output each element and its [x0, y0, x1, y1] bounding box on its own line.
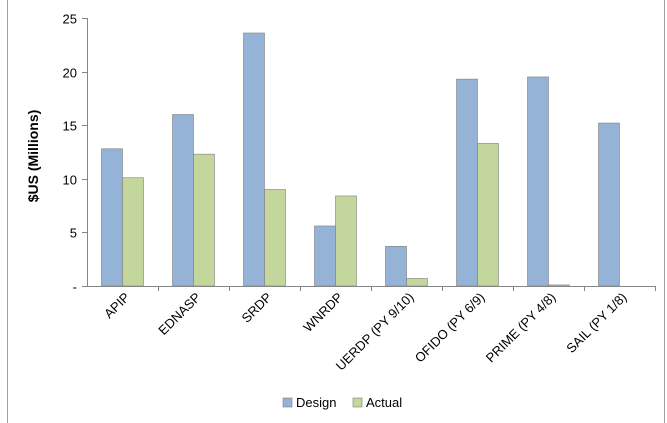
bar-actual-5 [477, 143, 499, 287]
y-tick-label: 15 [63, 119, 77, 134]
legend-label-design: Design [296, 395, 336, 410]
bar-actual-6 [548, 284, 570, 287]
x-tick-label: WNRDP [300, 290, 345, 335]
y-tick-label: - [73, 280, 77, 295]
legend-swatch-design [282, 397, 293, 408]
x-tick-label: EDNASP [155, 290, 203, 338]
y-tick-label: 10 [63, 173, 77, 188]
bar-design-3 [314, 225, 336, 287]
x-tick-label: PRIME (PY 4/8) [483, 290, 559, 366]
bar-design-2 [243, 32, 265, 287]
bar-actual-0 [122, 177, 144, 287]
bar-actual-2 [264, 189, 286, 287]
y-axis-ticks: - 5 10 15 20 25 [63, 12, 87, 295]
bar-actual-1 [193, 153, 215, 287]
y-tick-label: 20 [63, 66, 77, 81]
bar-design-7 [598, 122, 620, 287]
legend: Design Actual [282, 395, 402, 410]
y-axis-title: $US (Millions) [25, 110, 41, 203]
bar-design-6 [527, 76, 549, 287]
x-tick-label: SRDP [238, 290, 274, 326]
x-tick-label: APIP [101, 290, 133, 322]
legend-label-actual: Actual [366, 395, 402, 410]
bar-design-1 [172, 114, 194, 287]
bar-design-5 [456, 78, 478, 287]
legend-swatch-actual [352, 397, 363, 408]
bar-design-0 [101, 148, 123, 287]
y-tick-label: 5 [70, 226, 77, 241]
x-tick-label: OFIDO (PY 6/9) [412, 290, 488, 366]
x-tick-label: SAIL (PY 1/8) [563, 290, 629, 356]
bar-actual-3 [335, 195, 357, 287]
y-tick-label: 25 [63, 12, 77, 27]
bar-actual-4 [406, 278, 428, 287]
bars-group [101, 32, 620, 287]
bar-design-4 [385, 246, 407, 287]
x-tick-label: UERDP (PY 9/10) [333, 290, 417, 374]
